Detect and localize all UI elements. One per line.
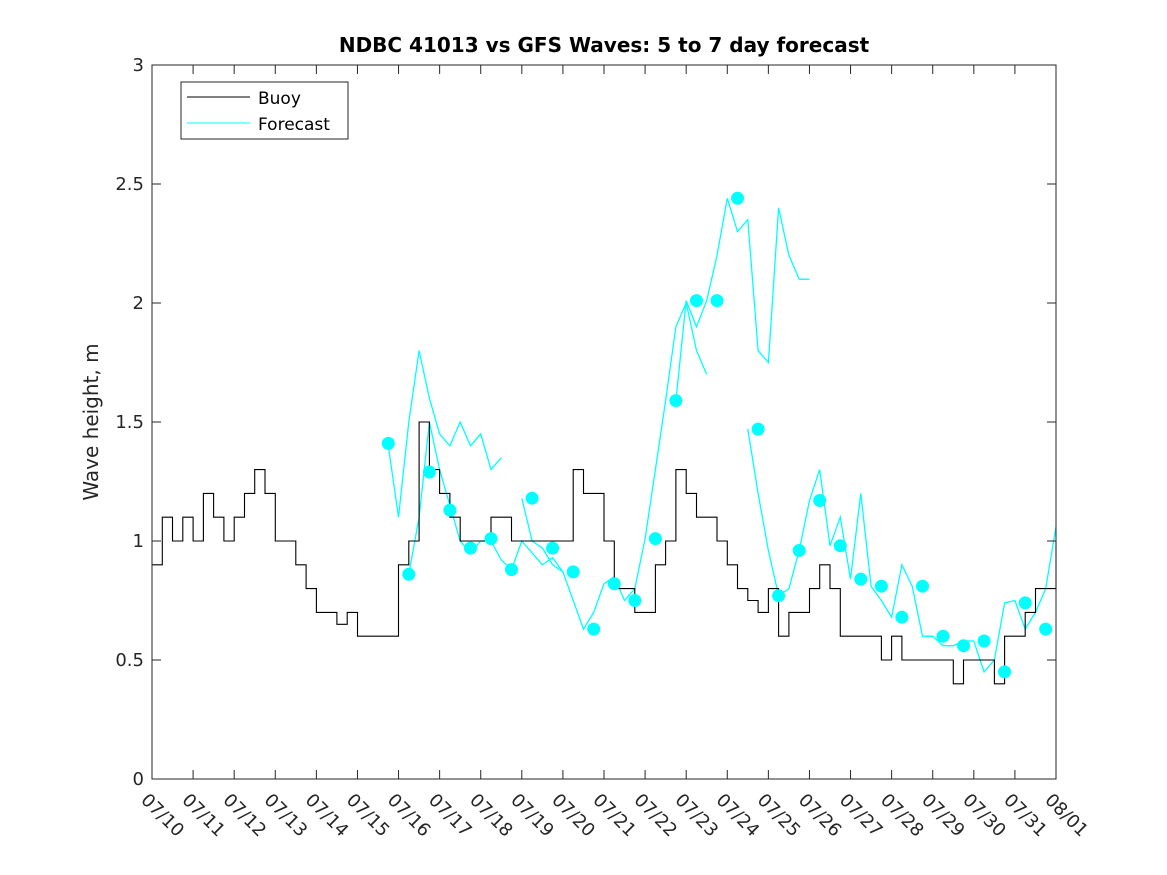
forecast-point [916,579,929,593]
forecast-point [936,629,950,643]
forecast-point [381,436,395,450]
x-tick-label: 07/14 [301,790,353,842]
x-tick-label: 07/16 [383,790,435,842]
y-tick-label: 2.5 [115,174,144,195]
forecast-point [731,191,744,205]
forecast-point [833,539,847,553]
x-tick-label: 07/11 [178,790,230,842]
forecast-point [998,665,1012,679]
x-tick-label: 07/10 [136,790,188,842]
forecast-point [751,422,765,436]
forecast-point [505,563,518,577]
x-tick-label: 07/30 [958,790,1010,842]
x-tick-label: 07/29 [917,790,969,842]
x-tick-label: 07/22 [630,790,682,842]
forecast-point [607,577,621,591]
buoy-series [152,421,1057,685]
forecast-point [710,294,724,308]
forecast-run-line [387,350,502,518]
x-tick-label: 07/24 [712,790,764,842]
x-tick-label: 07/19 [506,790,558,842]
forecast-point [977,634,991,648]
forecast-point [772,589,786,603]
x-tick-label: 07/28 [876,790,928,842]
forecast-point [587,622,601,636]
forecast-markers [381,191,1053,679]
forecast-point [874,579,888,593]
x-tick-label: 07/31 [999,790,1051,842]
forecast-point [484,532,498,546]
y-axis: 0 0.5 1 1.5 2 2.5 3 [115,55,1056,790]
x-tick-label: 07/18 [465,790,517,842]
buoy-line [152,421,1057,685]
chart-title: NDBC 41013 vs GFS Waves: 5 to 7 day fore… [339,33,870,57]
y-tick-label: 0.5 [115,650,144,671]
forecast-point [648,532,662,546]
y-tick-label: 0 [133,769,144,790]
forecast-point [1018,596,1032,610]
forecast-point [628,594,642,607]
x-tick-label: 07/20 [547,790,599,842]
forecast-point [566,565,580,579]
forecast-point [422,465,436,479]
legend-box [180,81,349,140]
forecast-point [792,544,806,557]
forecast-point [813,494,827,507]
x-tick-label: 07/26 [794,790,846,842]
forecast-point [957,639,970,653]
forecast-point [402,567,416,581]
x-tick-label: 07/27 [835,790,887,842]
legend-buoy-label: Buoy [258,89,301,109]
x-tick-label: 07/12 [219,790,271,842]
forecast-point [443,503,457,517]
forecast-point [464,541,477,555]
x-tick-label: 07/21 [588,790,640,842]
forecast-point [546,541,560,555]
forecast-point [895,610,909,624]
forecast-point [690,294,703,308]
forecast-point [525,491,539,505]
y-tick-label: 3 [133,55,144,76]
x-tick-label: 08/01 [1040,790,1092,842]
legend-forecast-label: Forecast [258,115,330,135]
x-tick-label: 07/15 [342,790,394,842]
forecast-point [854,572,868,586]
y-tick-label: 1.5 [115,412,144,433]
x-tick-label: 07/25 [753,790,805,842]
y-tick-label: 1 [133,531,144,552]
plot-area [152,65,1056,779]
forecast-point [669,394,683,408]
legend: Buoy Forecast [180,81,349,140]
x-tick-label: 07/17 [424,790,476,842]
y-tick-label: 2 [133,293,144,314]
forecast-run-line [675,198,810,401]
x-tick-label: 07/13 [260,790,312,842]
y-axis-label: Wave height, m [79,343,103,500]
forecast-point [1039,622,1053,636]
x-tick-label: 07/23 [671,790,723,842]
